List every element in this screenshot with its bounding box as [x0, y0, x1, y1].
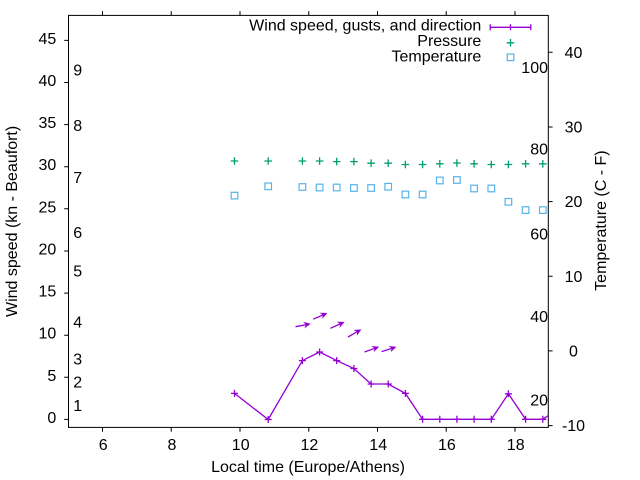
svg-text:6: 6 — [73, 225, 82, 242]
svg-text:10: 10 — [39, 326, 57, 343]
svg-text:Pressure: Pressure — [417, 33, 481, 50]
svg-text:14: 14 — [369, 437, 387, 454]
svg-text:5: 5 — [47, 368, 56, 385]
svg-text:18: 18 — [507, 437, 525, 454]
svg-text:6: 6 — [99, 437, 108, 454]
svg-text:60: 60 — [530, 226, 548, 243]
svg-text:Wind speed (kn - Beaufort): Wind speed (kn - Beaufort) — [4, 126, 21, 317]
svg-text:15: 15 — [39, 284, 57, 301]
svg-text:30: 30 — [565, 120, 583, 137]
svg-text:100: 100 — [521, 60, 548, 77]
svg-text:10: 10 — [232, 437, 250, 454]
svg-text:80: 80 — [530, 141, 548, 158]
svg-text:20: 20 — [530, 392, 548, 409]
svg-text:20: 20 — [39, 242, 57, 259]
svg-text:40: 40 — [565, 45, 583, 62]
svg-text:30: 30 — [39, 157, 57, 174]
svg-text:0: 0 — [569, 344, 578, 361]
svg-text:3: 3 — [73, 352, 82, 369]
svg-text:Local time (Europe/Athens): Local time (Europe/Athens) — [211, 459, 405, 476]
svg-text:45: 45 — [39, 31, 57, 48]
svg-text:5: 5 — [73, 263, 82, 280]
svg-text:12: 12 — [301, 437, 319, 454]
svg-text:Wind speed, gusts, and directi: Wind speed, gusts, and direction — [249, 17, 481, 34]
svg-text:35: 35 — [39, 115, 57, 132]
svg-text:8: 8 — [167, 437, 176, 454]
svg-text:2: 2 — [73, 374, 82, 391]
svg-text:40: 40 — [530, 309, 548, 326]
svg-text:8: 8 — [73, 118, 82, 135]
svg-text:10: 10 — [565, 269, 583, 286]
svg-text:7: 7 — [73, 170, 82, 187]
svg-text:20: 20 — [565, 194, 583, 211]
svg-text:4: 4 — [73, 315, 82, 332]
svg-text:-10: -10 — [562, 418, 585, 435]
svg-text:1: 1 — [73, 398, 82, 415]
svg-text:25: 25 — [39, 199, 57, 216]
svg-text:9: 9 — [73, 63, 82, 80]
svg-text:Temperature (C - F): Temperature (C - F) — [593, 150, 610, 290]
svg-text:Temperature: Temperature — [391, 49, 481, 66]
svg-text:0: 0 — [47, 410, 56, 427]
svg-text:40: 40 — [39, 73, 57, 90]
svg-text:16: 16 — [438, 437, 456, 454]
